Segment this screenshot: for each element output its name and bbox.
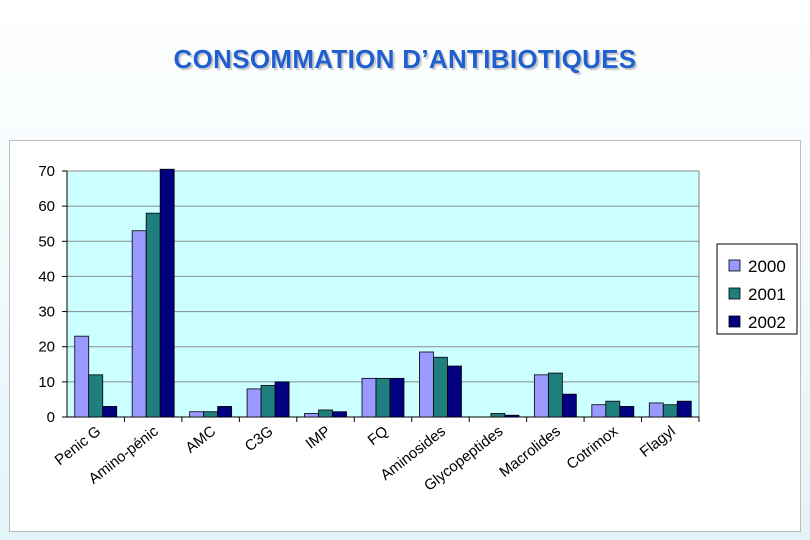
- bar-2001: [318, 409, 333, 418]
- bar-2000: [189, 411, 205, 418]
- bar-2002: [102, 406, 118, 418]
- bar-2001: [260, 384, 276, 418]
- bar-2001: [490, 413, 506, 418]
- legend-swatch-2000: [728, 259, 741, 272]
- bar-2000: [419, 351, 434, 418]
- y-tick-label: 30: [38, 304, 55, 321]
- chart-frame: 0 10 20 30 40 50 60 70 Penic G Amino-pénic AMC C3G I…: [9, 140, 801, 532]
- y-tick-label: 20: [38, 339, 55, 356]
- x-category-label: AMC: [182, 423, 219, 457]
- legend-label: 2001: [748, 285, 786, 304]
- bar-2002: [561, 393, 577, 418]
- bar-2001: [203, 411, 219, 418]
- bar-2001: [662, 404, 678, 418]
- bar-2002: [447, 365, 462, 418]
- bar-2001: [88, 374, 104, 418]
- bar-2000: [648, 402, 664, 418]
- bar-2001: [375, 377, 391, 418]
- y-tick-label: 0: [47, 409, 55, 426]
- bar-2002: [389, 377, 405, 418]
- y-tick-label: 60: [38, 198, 55, 215]
- legend-label: 2000: [748, 257, 786, 276]
- legend-swatch-2001: [728, 287, 741, 300]
- bar-2002: [217, 406, 233, 418]
- bar-2000: [361, 377, 377, 418]
- bar-2002: [274, 381, 290, 418]
- bar-2002: [159, 168, 175, 418]
- legend: 2000 2001 2002: [716, 243, 798, 335]
- bar-2002: [332, 411, 347, 418]
- x-category-label: Flagyl: [637, 423, 679, 461]
- x-category-label: Macrolides: [496, 423, 564, 481]
- y-tick-label: 50: [38, 233, 55, 250]
- page-title: CONSOMMATION D’ANTIBIOTIQUES: [173, 44, 637, 74]
- y-tick-label: 40: [38, 268, 55, 285]
- legend-label: 2002: [748, 313, 786, 332]
- bar-2000: [591, 404, 607, 418]
- bars: [74, 168, 692, 418]
- x-category-label: Cotrimox: [564, 422, 622, 473]
- bar-2001: [605, 400, 621, 418]
- x-category-label: IMP: [303, 423, 334, 453]
- bar-2001: [145, 212, 161, 418]
- bar-2002: [504, 414, 520, 418]
- bar-2000: [246, 388, 262, 418]
- legend-swatch-2002: [728, 315, 741, 328]
- bar-2000: [304, 413, 319, 418]
- bar-2002: [676, 400, 692, 418]
- bar-2000: [131, 230, 147, 418]
- y-tick-label: 10: [38, 374, 55, 391]
- bar-2001: [433, 356, 448, 418]
- bar-2002: [619, 406, 635, 418]
- x-category-label: Penic G: [52, 423, 105, 469]
- bar-2000: [533, 374, 549, 418]
- x-category-label: C3G: [242, 423, 277, 455]
- x-category-label: FQ: [365, 423, 392, 449]
- y-tick-label: 70: [38, 163, 55, 180]
- bar-2001: [547, 372, 563, 418]
- bar-2000: [74, 335, 90, 418]
